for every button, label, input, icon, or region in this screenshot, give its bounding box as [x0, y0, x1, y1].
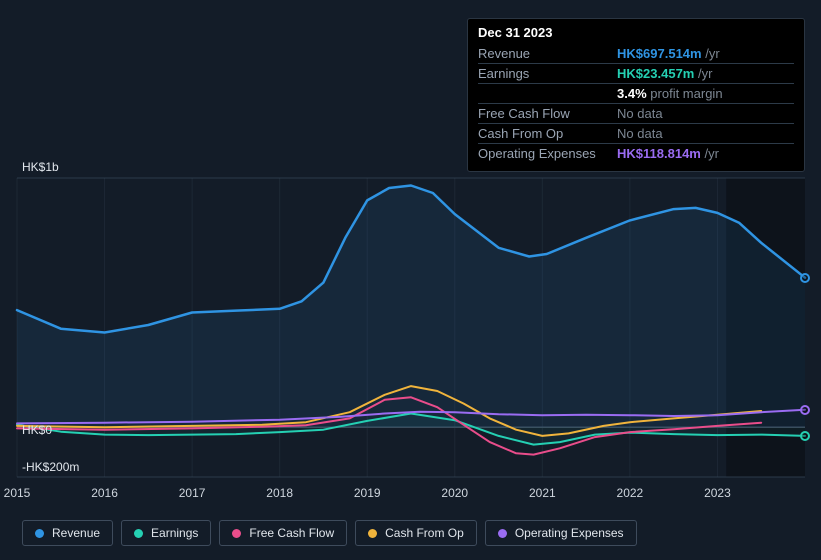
- tooltip-row-value: HK$697.514m /yr: [617, 44, 794, 64]
- legend-item-earnings[interactable]: Earnings: [121, 520, 211, 546]
- y-axis-label: HK$1b: [22, 160, 59, 174]
- tooltip-row-value: HK$23.457m /yr: [617, 64, 794, 84]
- tooltip-row-label: Revenue: [478, 44, 617, 64]
- x-axis-label: 2018: [266, 486, 293, 500]
- legend-item-opex[interactable]: Operating Expenses: [485, 520, 637, 546]
- legend-item-cfo[interactable]: Cash From Op: [355, 520, 477, 546]
- x-axis-label: 2022: [617, 486, 644, 500]
- chart-tooltip: Dec 31 2023 RevenueHK$697.514m /yrEarning…: [467, 18, 805, 172]
- tooltip-row-label: Free Cash Flow: [478, 104, 617, 124]
- tooltip-row-value: 3.4% profit margin: [617, 84, 794, 104]
- end-marker-opex: [800, 405, 810, 415]
- x-axis-label: 2020: [441, 486, 468, 500]
- tooltip-title: Dec 31 2023: [478, 25, 794, 40]
- legend-label: Revenue: [52, 526, 100, 540]
- end-marker-revenue: [800, 273, 810, 283]
- legend-dot-icon: [232, 529, 241, 538]
- tooltip-row-label: [478, 84, 617, 104]
- legend-label: Cash From Op: [385, 526, 464, 540]
- x-axis-label: 2017: [179, 486, 206, 500]
- x-axis-label: 2023: [704, 486, 731, 500]
- legend-dot-icon: [134, 529, 143, 538]
- y-axis-label: HK$0: [22, 423, 52, 437]
- legend-dot-icon: [35, 529, 44, 538]
- y-axis-label: -HK$200m: [22, 460, 79, 474]
- legend-dot-icon: [368, 529, 377, 538]
- x-axis-label: 2016: [91, 486, 118, 500]
- legend-item-fcf[interactable]: Free Cash Flow: [219, 520, 347, 546]
- tooltip-row-value: No data: [617, 124, 794, 144]
- legend-label: Free Cash Flow: [249, 526, 334, 540]
- x-axis-label: 2015: [4, 486, 31, 500]
- legend-label: Operating Expenses: [515, 526, 624, 540]
- legend-item-revenue[interactable]: Revenue: [22, 520, 113, 546]
- legend: Revenue Earnings Free Cash Flow Cash From O…: [22, 520, 637, 546]
- legend-dot-icon: [498, 529, 507, 538]
- tooltip-row-label: Operating Expenses: [478, 144, 617, 164]
- tooltip-row-value: HK$118.814m /yr: [617, 144, 794, 164]
- x-axis-label: 2019: [354, 486, 381, 500]
- tooltip-row-label: Cash From Op: [478, 124, 617, 144]
- tooltip-row-label: Earnings: [478, 64, 617, 84]
- x-axis-label: 2021: [529, 486, 556, 500]
- end-marker-earnings: [800, 431, 810, 441]
- tooltip-row-value: No data: [617, 104, 794, 124]
- legend-label: Earnings: [151, 526, 198, 540]
